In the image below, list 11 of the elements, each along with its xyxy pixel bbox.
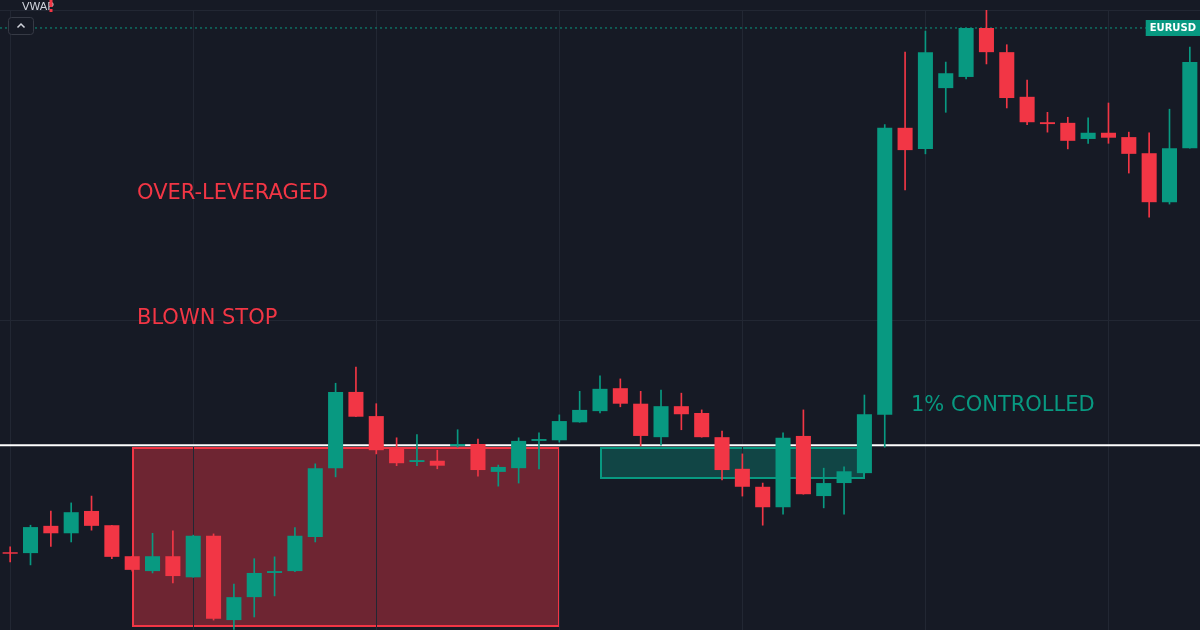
annotation: BLOWN STOP <box>137 305 278 329</box>
candlestick <box>1080 117 1096 144</box>
annotation: VWAP <box>22 0 54 13</box>
candlestick <box>531 432 547 470</box>
candlestick <box>409 434 425 467</box>
candlestick <box>2 546 18 563</box>
ref-line-label: EURUSD <box>1149 21 1196 33</box>
annotation: 1% CONTROLLED <box>911 392 1095 416</box>
candlestick <box>897 51 913 191</box>
candlestick <box>43 510 59 547</box>
annotation: OVER-LEVERAGED <box>137 180 329 204</box>
